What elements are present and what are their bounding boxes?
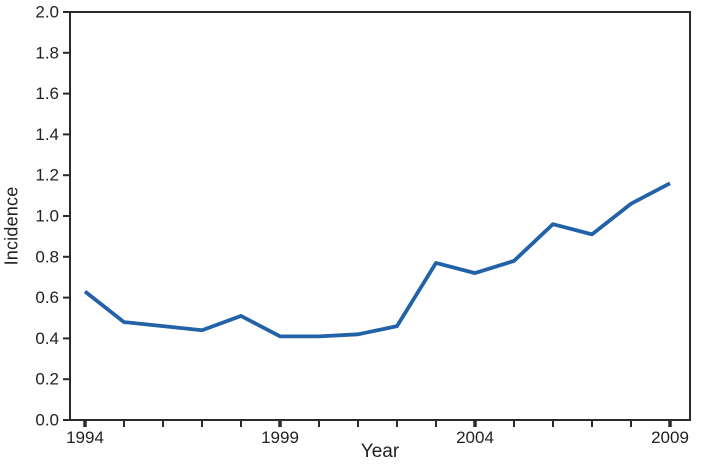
x-tick-label: 1994 <box>66 428 104 447</box>
x-tick-label: 1999 <box>261 428 299 447</box>
y-tick-label: 1.8 <box>35 43 59 62</box>
x-tick-label: 2009 <box>651 428 689 447</box>
y-axis-ticks: 0.0 0.2 0.4 0.6 0.8 1.0 1.2 1.4 1.6 1.8 2.0 <box>35 3 70 430</box>
y-tick-label: 1.0 <box>35 207 59 226</box>
data-line-incidence <box>83 181 671 339</box>
plot-border <box>69 11 691 421</box>
y-tick-label: 0.6 <box>35 288 59 307</box>
y-tick-label: 1.4 <box>35 125 59 144</box>
y-tick-label: 0.2 <box>35 370 59 389</box>
y-tick-label: 1.2 <box>35 166 59 185</box>
y-tick-label: 0.8 <box>35 247 59 266</box>
x-axis-title: Year <box>360 441 400 462</box>
y-tick-label: 0.4 <box>35 329 59 348</box>
y-tick-label: 0.0 <box>35 411 59 430</box>
y-axis-title: Incidence <box>1 186 22 266</box>
x-axis-ticks: 1994 1999 2004 2009 <box>66 420 689 447</box>
x-tick-label: 2004 <box>456 428 494 447</box>
y-tick-label: 2.0 <box>35 3 59 22</box>
y-tick-label: 1.6 <box>35 84 59 103</box>
